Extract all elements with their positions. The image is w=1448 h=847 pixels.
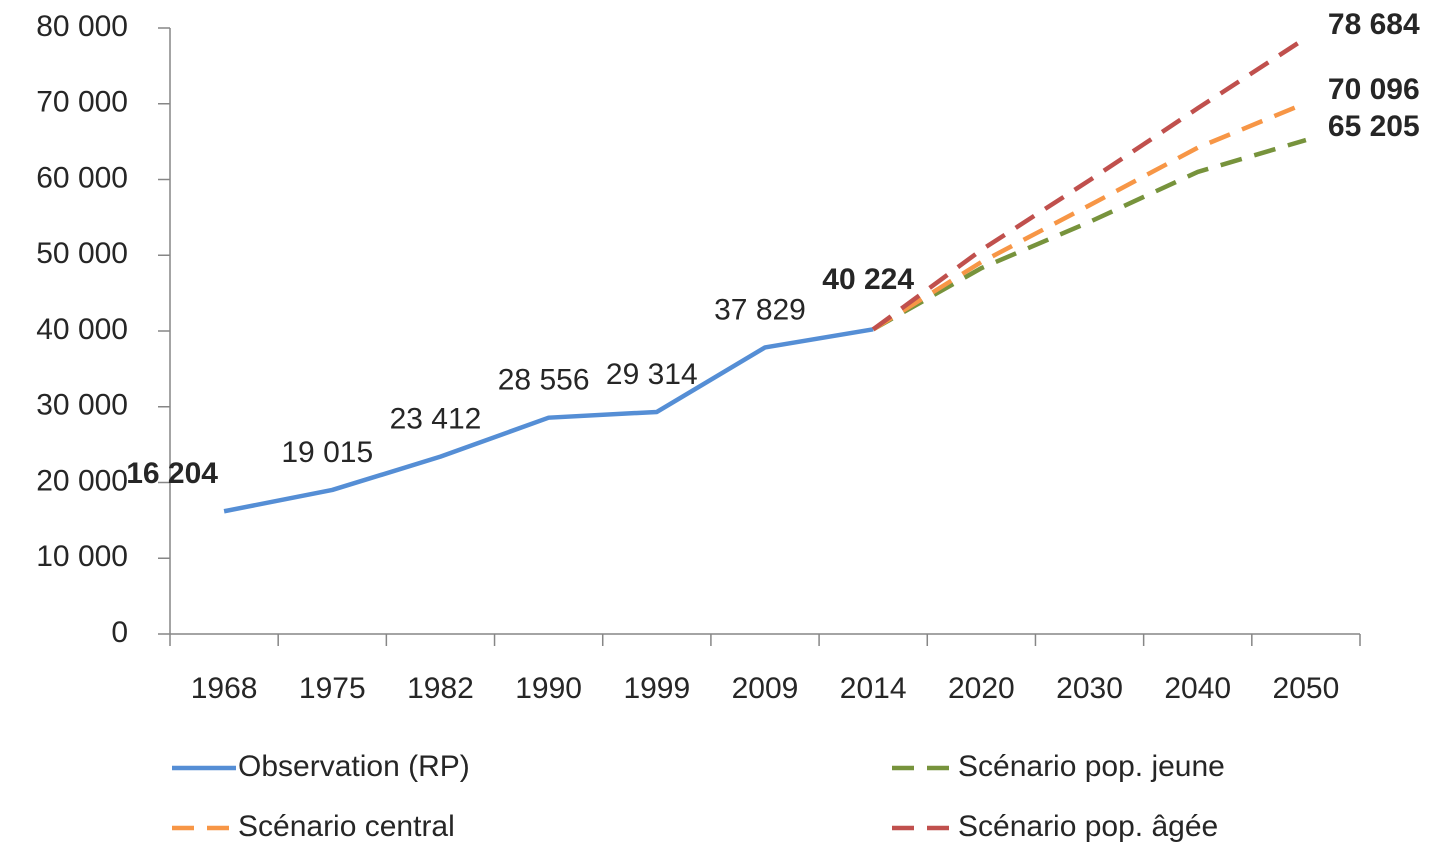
y-tick-label: 10 000 [36, 540, 128, 573]
series-line [871, 36, 1308, 332]
legend-label: Scénario pop. âgée [958, 810, 1218, 843]
x-tick-label: 1990 [515, 672, 582, 705]
data-label: 29 314 [606, 358, 698, 391]
y-tick-label: 80 000 [36, 10, 128, 43]
data-label: 70 096 [1328, 73, 1420, 106]
data-label: 19 015 [281, 436, 373, 469]
x-tick-label: 1999 [623, 672, 690, 705]
x-tick-label: 2040 [1164, 672, 1231, 705]
series-line [872, 137, 1307, 332]
y-tick-label: 40 000 [36, 313, 128, 346]
data-label: 65 205 [1328, 110, 1420, 143]
data-label: 40 224 [822, 263, 914, 296]
x-tick-label: 1975 [299, 672, 366, 705]
series-line [223, 327, 874, 514]
y-tick-label: 70 000 [36, 86, 128, 119]
y-tick-label: 30 000 [36, 389, 128, 422]
data-label: 37 829 [714, 293, 806, 326]
data-label: 28 556 [498, 364, 590, 397]
y-tick-label: 0 [111, 616, 128, 649]
data-label: 16 204 [126, 457, 218, 490]
x-tick-label: 2020 [948, 672, 1015, 705]
y-tick-label: 50 000 [36, 237, 128, 270]
legend-label: Observation (RP) [238, 750, 470, 783]
y-tick-label: 20 000 [36, 464, 128, 497]
data-label: 23 412 [390, 403, 482, 436]
legend-label: Scénario central [238, 810, 455, 843]
x-tick-label: 1968 [191, 672, 258, 705]
legend-label: Scénario pop. jeune [958, 750, 1225, 783]
data-label: 78 684 [1328, 8, 1420, 41]
x-tick-label: 2009 [732, 672, 799, 705]
x-tick-label: 2014 [840, 672, 907, 705]
x-tick-label: 2050 [1273, 672, 1340, 705]
x-tick-label: 2030 [1056, 672, 1123, 705]
series-line [871, 100, 1307, 332]
y-tick-label: 60 000 [36, 161, 128, 194]
x-tick-label: 1982 [407, 672, 474, 705]
